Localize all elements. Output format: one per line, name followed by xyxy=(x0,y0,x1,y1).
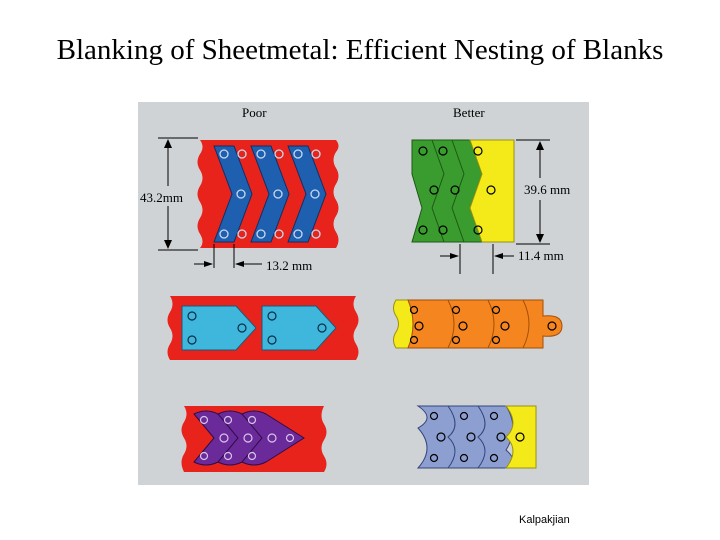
cyan-pentagon-blank xyxy=(181,305,257,351)
better-layout-3 xyxy=(416,405,537,469)
blue-chevron-blank xyxy=(250,145,290,243)
better-column-label: Better xyxy=(453,105,485,120)
orange-strip xyxy=(407,299,563,349)
poor-layout-1: 43.2mm 13.2 mm xyxy=(140,137,339,273)
better-layout-1: 39.6 mm 11.4 mm xyxy=(411,139,570,274)
poor-pitch-label: 13.2 mm xyxy=(266,258,312,273)
nesting-diagram: Poor Better xyxy=(140,105,570,472)
cyan-pentagon-blank xyxy=(261,305,337,351)
poor-column-label: Poor xyxy=(242,105,267,120)
better-height-label: 39.6 mm xyxy=(524,182,570,197)
yellow-blank xyxy=(504,405,537,469)
blue-chevron-blank xyxy=(287,145,327,243)
better-pitch-label: 11.4 mm xyxy=(518,248,564,263)
image-credit: Kalpakjian xyxy=(519,514,570,526)
yellow-blank-group xyxy=(469,139,515,243)
blue-chevron-blank xyxy=(213,145,253,243)
poor-layout-2 xyxy=(167,296,359,360)
better-layout-2 xyxy=(393,299,563,349)
poor-height-label: 43.2mm xyxy=(140,190,183,205)
slide-title: Blanking of Sheetmetal: Efficient Nestin… xyxy=(56,34,664,66)
nesting-figure: Poor Better xyxy=(138,102,589,485)
better-pitch-dimension xyxy=(440,244,514,274)
lavender-blank-group xyxy=(416,405,514,469)
poor-layout-3 xyxy=(181,406,327,472)
